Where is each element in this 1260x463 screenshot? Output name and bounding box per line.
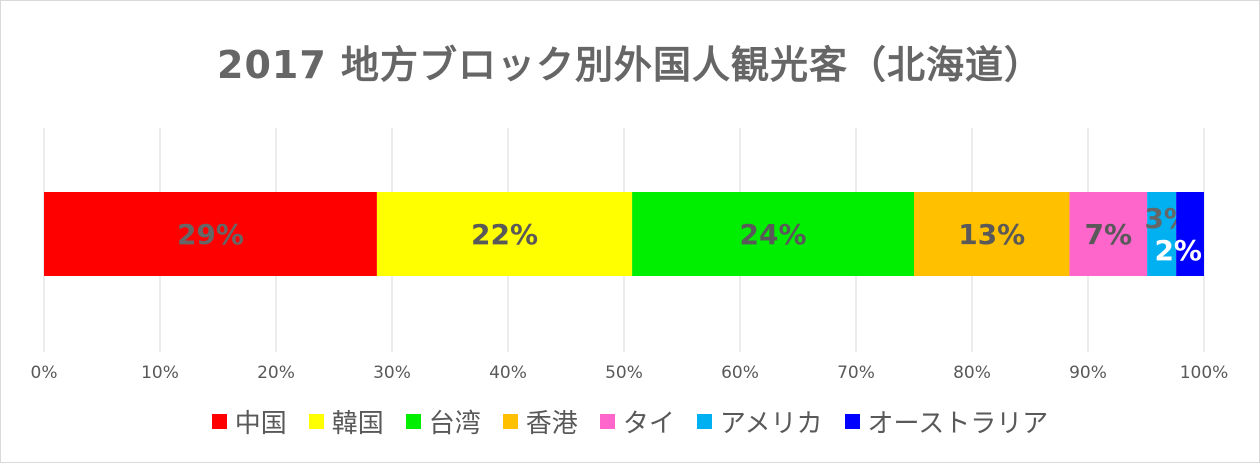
legend-swatch	[405, 414, 421, 429]
data-label: 29%	[177, 218, 244, 251]
x-tick-label: 50%	[605, 363, 643, 383]
x-tick-label: 30%	[373, 363, 411, 383]
legend-swatch	[696, 414, 712, 429]
legend-label: タイ	[622, 409, 675, 439]
legend-label: アメリカ	[719, 409, 823, 439]
legend-item: 韓国	[308, 403, 384, 440]
data-label: 22%	[471, 218, 538, 251]
legend-swatch	[308, 414, 324, 429]
x-tick-label: 70%	[837, 363, 875, 383]
legend-label: 中国	[234, 409, 287, 439]
bar-segment	[376, 192, 633, 276]
legend-swatch	[599, 414, 615, 429]
legend-swatch	[844, 414, 860, 429]
legend-label: 韓国	[331, 409, 384, 439]
legend-swatch	[502, 414, 518, 429]
chart-title: 2017 地方ブロック別外国人観光客（北海道）	[217, 43, 1043, 87]
legend-swatch	[211, 414, 227, 429]
bar-segment	[1176, 192, 1204, 276]
legend-item: 香港	[502, 403, 578, 440]
x-tick-label: 60%	[721, 363, 759, 383]
bar-segment	[632, 192, 914, 276]
x-tick-label: 90%	[1069, 363, 1107, 383]
bar-segment	[1147, 192, 1177, 276]
legend-item: タイ	[599, 403, 675, 440]
x-tick-label: 0%	[31, 363, 58, 383]
legend-label: 香港	[525, 409, 578, 439]
x-tick-label: 100%	[1180, 363, 1229, 383]
legend-item: アメリカ	[696, 403, 823, 440]
x-tick-label: 80%	[953, 363, 991, 383]
data-label: 24%	[740, 218, 807, 251]
legend: 中国 韓国 台湾 香港 タイ アメリカ オーストラリア	[0, 403, 1260, 440]
legend-item: オーストラリア	[844, 403, 1049, 440]
legend-item: 中国	[211, 403, 287, 440]
data-label: 7%	[1085, 218, 1133, 251]
bar-segment	[1069, 192, 1148, 276]
legend-item: 台湾	[405, 403, 481, 440]
x-tick-label: 20%	[257, 363, 295, 383]
bar-segment	[44, 192, 377, 276]
x-tick-label: 10%	[141, 363, 179, 383]
legend-label: 台湾	[428, 409, 481, 439]
x-tick-label: 40%	[489, 363, 527, 383]
data-label: 2%	[1154, 234, 1202, 267]
legend-label: オーストラリア	[867, 409, 1049, 439]
data-label: 13%	[958, 218, 1025, 251]
bar-segment	[914, 192, 1070, 276]
